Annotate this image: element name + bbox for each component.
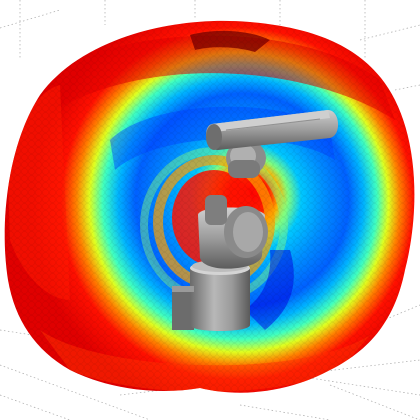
robot-forearm [206,110,339,150]
robot-shoulder [198,195,268,269]
robot-elbow [226,140,266,178]
robot-arm [172,110,339,331]
robot-base [172,260,250,331]
